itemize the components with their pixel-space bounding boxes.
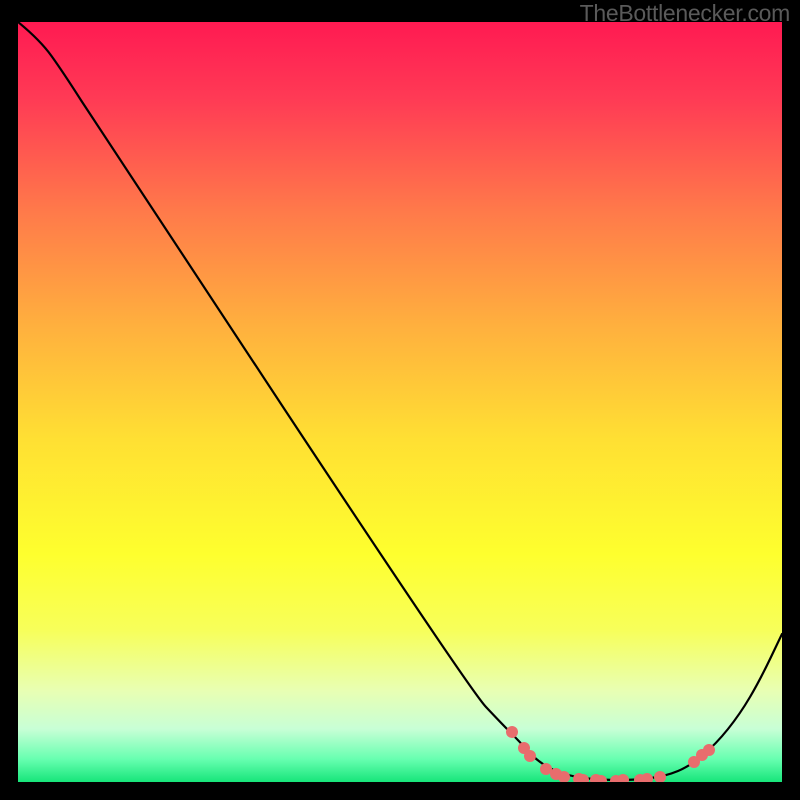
chart-background xyxy=(18,22,782,782)
optimal-marker xyxy=(506,726,518,738)
bottleneck-chart xyxy=(18,22,782,782)
optimal-marker xyxy=(524,750,536,762)
watermark-text: TheBottlenecker.com xyxy=(580,0,790,27)
optimal-marker xyxy=(703,744,715,756)
